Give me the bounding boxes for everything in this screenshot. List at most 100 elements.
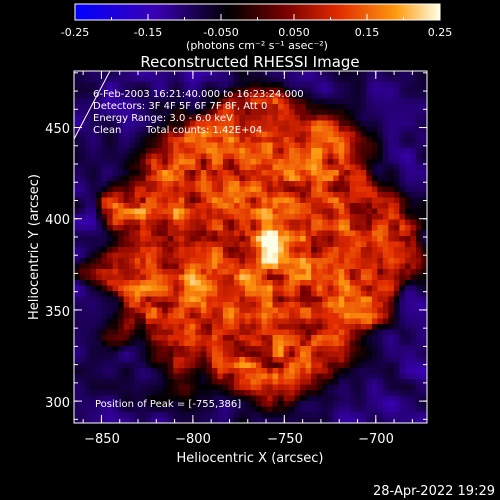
heatmap-cell <box>327 247 334 254</box>
heatmap-cell <box>305 296 312 303</box>
heatmap-cell <box>85 159 92 166</box>
heatmap-cell <box>239 302 246 309</box>
heatmap-cell <box>140 137 147 144</box>
heatmap-cell <box>151 115 158 122</box>
heatmap-cell <box>134 247 141 254</box>
heatmap-cell <box>145 390 152 397</box>
heatmap-cell <box>145 120 152 127</box>
heatmap-cell <box>355 159 362 166</box>
heatmap-cell <box>101 76 108 83</box>
heatmap-cell <box>327 153 334 160</box>
heatmap-cell <box>278 291 285 298</box>
heatmap-cell <box>415 159 423 166</box>
heatmap-cell <box>382 87 389 94</box>
heatmap-cell <box>305 225 312 232</box>
heatmap-cell <box>410 159 417 166</box>
heatmap-cell <box>167 307 174 314</box>
heatmap-cell <box>123 296 130 303</box>
heatmap-cell <box>195 296 202 303</box>
heatmap-cell <box>79 379 86 386</box>
heatmap-cell <box>184 115 191 122</box>
heatmap-cell <box>311 390 318 397</box>
heatmap-cell <box>366 296 373 303</box>
heatmap-cell <box>239 351 246 358</box>
heatmap-cell <box>355 82 362 89</box>
heatmap-cell <box>178 120 185 127</box>
heatmap-cell <box>283 76 290 83</box>
heatmap-cell <box>112 285 119 292</box>
heatmap-cell <box>316 318 323 325</box>
heatmap-cell <box>327 384 334 391</box>
heatmap-cell <box>289 357 296 364</box>
heatmap-cell <box>228 412 235 419</box>
heatmap-cell <box>184 208 191 215</box>
heatmap-cell <box>267 93 274 100</box>
heatmap-cell <box>250 296 257 303</box>
heatmap-cell <box>151 346 158 353</box>
heatmap-cell <box>305 219 312 226</box>
heatmap-cell <box>184 126 191 133</box>
heatmap-cell <box>162 98 169 105</box>
heatmap-cell <box>344 87 351 94</box>
heatmap-cell <box>217 115 224 122</box>
heatmap-cell <box>250 164 257 171</box>
heatmap-cell <box>366 346 373 353</box>
heatmap-cell <box>333 159 340 166</box>
heatmap-cell <box>107 307 114 314</box>
heatmap-cell <box>228 82 235 89</box>
heatmap-cell <box>393 329 401 336</box>
heatmap-cell <box>267 329 274 336</box>
heatmap-cell <box>79 137 86 144</box>
heatmap-cell <box>206 247 213 254</box>
heatmap-cell <box>377 291 384 298</box>
heatmap-cell <box>90 203 97 210</box>
heatmap-cell <box>74 236 81 243</box>
heatmap-cell <box>360 142 367 149</box>
heatmap-cell <box>151 170 158 177</box>
heatmap-cell <box>388 401 395 408</box>
heatmap-cell <box>140 329 147 336</box>
heatmap-cell <box>316 269 323 276</box>
heatmap-cell <box>112 252 119 259</box>
heatmap-cell <box>256 82 263 89</box>
heatmap-cell <box>382 307 389 314</box>
heatmap-cell <box>233 346 241 353</box>
heatmap-cell <box>244 384 252 391</box>
heatmap-cell <box>267 186 274 193</box>
heatmap-cell <box>228 324 235 331</box>
heatmap-cell <box>189 302 196 309</box>
heatmap-cell <box>184 401 191 408</box>
heatmap-cell <box>360 93 367 100</box>
heatmap-cell <box>327 269 334 276</box>
heatmap-cell <box>233 263 241 270</box>
heatmap-cell <box>377 126 384 133</box>
heatmap-cell <box>283 252 290 259</box>
heatmap-cell <box>167 159 174 166</box>
heatmap-cell <box>349 197 356 204</box>
heatmap-cell <box>250 340 257 347</box>
heatmap-cell <box>112 307 119 314</box>
heatmap-cell <box>85 175 92 182</box>
heatmap-cell <box>371 269 378 276</box>
heatmap-cell <box>123 203 130 210</box>
heatmap-cell <box>222 181 230 188</box>
heatmap-cell <box>145 329 152 336</box>
heatmap-cell <box>404 208 412 215</box>
heatmap-cell <box>156 192 163 199</box>
heatmap-cell <box>123 324 130 331</box>
heatmap-cell <box>349 379 356 386</box>
heatmap-cell <box>211 373 219 380</box>
heatmap-cell <box>85 296 92 303</box>
heatmap-cell <box>239 324 246 331</box>
heatmap-cell <box>101 373 108 380</box>
heatmap-cell <box>173 186 180 193</box>
heatmap-cell <box>360 236 367 243</box>
heatmap-cell <box>211 170 219 177</box>
heatmap-cell <box>90 362 97 369</box>
heatmap-cell <box>85 390 92 397</box>
heatmap-cell <box>305 340 312 347</box>
heatmap-cell <box>206 93 213 100</box>
heatmap-cell <box>195 329 202 336</box>
heatmap-cell <box>338 373 345 380</box>
heatmap-cell <box>366 329 373 336</box>
